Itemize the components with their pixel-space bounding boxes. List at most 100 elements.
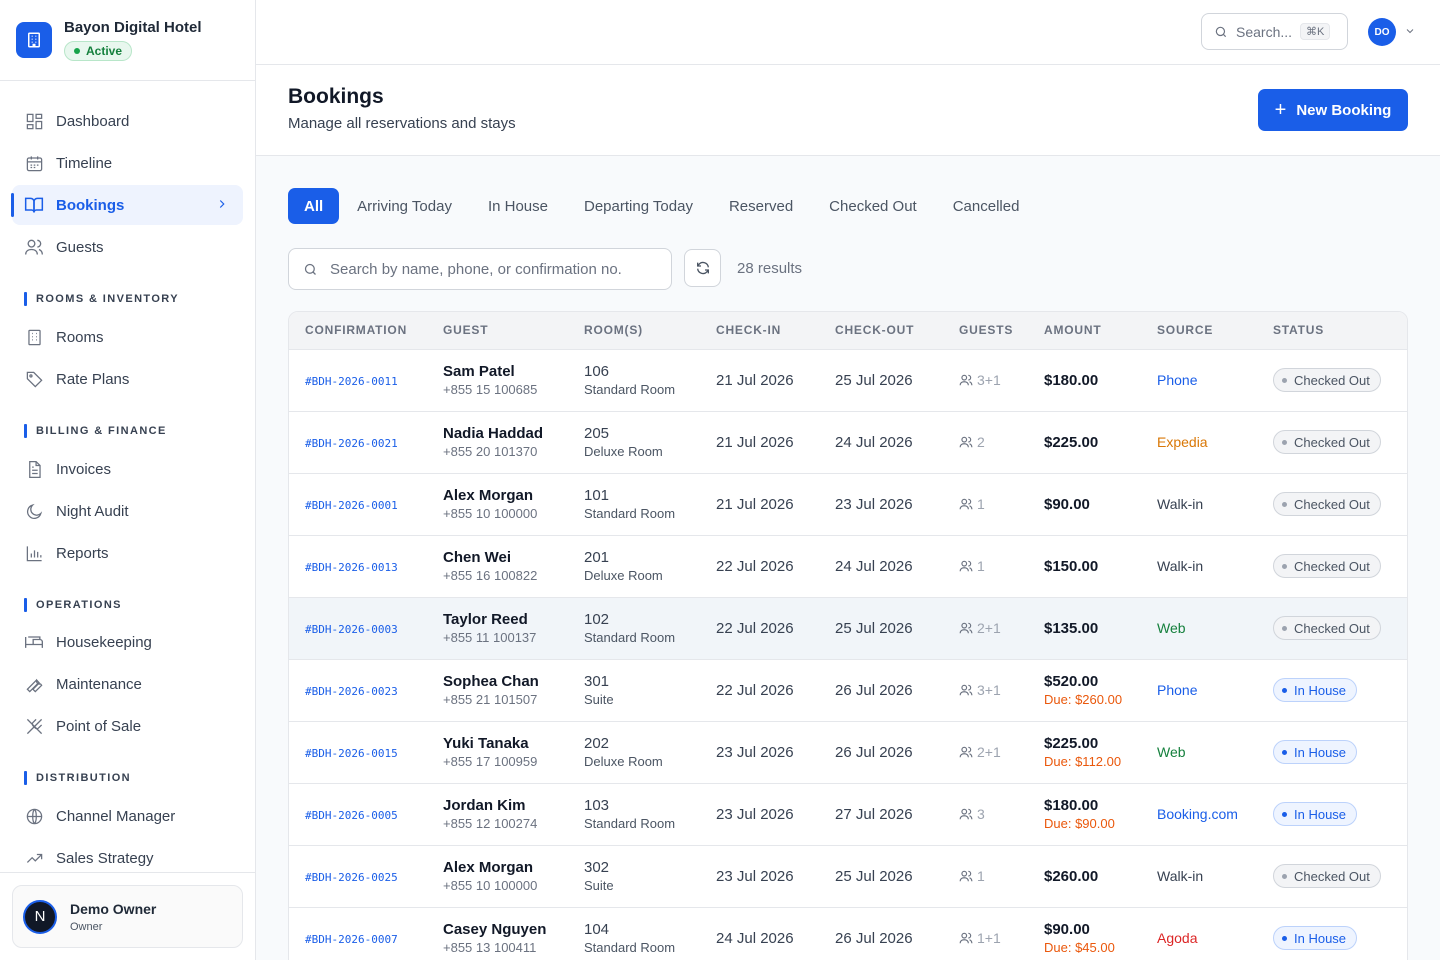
column-header[interactable]: STATUS [1257, 312, 1407, 350]
column-header[interactable]: CONFIRMATION [289, 312, 427, 350]
hotel-building-icon[interactable] [16, 22, 52, 58]
booking-search-input[interactable] [330, 260, 650, 278]
column-header[interactable]: AMOUNT [1028, 312, 1141, 350]
confirmation-link[interactable]: #BDH-2026-0021 [305, 436, 398, 450]
tab-cancelled[interactable]: Cancelled [952, 197, 1020, 215]
status-label: Checked Out [1294, 372, 1370, 388]
sidebar-item-housekeeping[interactable]: Housekeeping [12, 622, 243, 662]
tab-arriving-today[interactable]: Arriving Today [357, 197, 452, 215]
table-row[interactable]: #BDH-2026-0007 Casey Nguyen +855 13 100411… [289, 907, 1407, 960]
checkout-cell: 25 Jul 2026 [835, 867, 913, 885]
chevron-down-icon[interactable] [1404, 24, 1416, 42]
new-booking-button[interactable]: + New Booking [1258, 89, 1408, 131]
table-body: #BDH-2026-0011 Sam Patel +855 15 100685 106… [289, 349, 1407, 960]
status-label: Checked Out [1294, 434, 1370, 450]
confirmation-cell: #BDH-2026-0005 [289, 783, 427, 845]
user-card[interactable]: N Demo Owner Owner [12, 885, 243, 948]
confirmation-cell: #BDH-2026-0013 [289, 535, 427, 597]
user-avatar-button[interactable]: DO [1368, 18, 1396, 46]
refresh-button[interactable] [684, 249, 721, 287]
source-cell: Agoda [1141, 907, 1257, 960]
sidebar-item-channel-manager[interactable]: Channel Manager [12, 796, 243, 836]
table-row[interactable]: #BDH-2026-0005 Jordan Kim +855 12 100274 10… [289, 783, 1407, 845]
sidebar-item-dashboard[interactable]: Dashboard [12, 101, 243, 141]
global-search-button[interactable]: Search... ⌘K [1201, 13, 1348, 50]
status-badge: Checked Out [1273, 554, 1381, 578]
confirmation-link[interactable]: #BDH-2026-0007 [305, 932, 398, 946]
tab-reserved[interactable]: Reserved [728, 197, 794, 215]
table-row[interactable]: #BDH-2026-0001 Alex Morgan +855 10 100000 1… [289, 473, 1407, 535]
tab-departing-today[interactable]: Departing Today [584, 197, 693, 215]
table-row[interactable]: #BDH-2026-0011 Sam Patel +855 15 100685 106… [289, 349, 1407, 411]
sidebar-item-reports[interactable]: Reports [12, 533, 243, 573]
amount-due: Due: $45.00 [1044, 940, 1115, 955]
room-type: Standard Room [584, 382, 676, 397]
refresh-icon [696, 261, 709, 275]
confirmation-link[interactable]: #BDH-2026-0015 [305, 746, 398, 760]
guest-count: 2+1 [977, 744, 1001, 760]
checkout-cell: 24 Jul 2026 [835, 433, 913, 451]
checkout-cell: 26 Jul 2026 [835, 681, 913, 699]
tab-all[interactable]: All [288, 188, 340, 224]
tab-checked-out[interactable]: Checked Out [829, 197, 917, 215]
room-type: Deluxe Room [584, 754, 663, 769]
wrench-icon [24, 674, 44, 694]
source-label: Phone [1157, 681, 1198, 698]
status-tabs: All Arriving Today In House Departing To… [288, 188, 1037, 224]
column-header[interactable]: CHECK-IN [700, 312, 819, 350]
status-badge: In House [1273, 740, 1358, 764]
room-type: Standard Room [584, 940, 676, 955]
sidebar-item-bookings[interactable]: Bookings [11, 185, 243, 225]
checkout-cell: 25 Jul 2026 [835, 371, 913, 389]
table-row[interactable]: #BDH-2026-0023 Sophea Chan +855 21 101507 3… [289, 659, 1407, 721]
confirmation-link[interactable]: #BDH-2026-0003 [305, 622, 398, 636]
table-row[interactable]: #BDH-2026-0003 Taylor Reed +855 11 100137 1… [289, 597, 1407, 659]
status-cell: In House [1257, 783, 1407, 845]
confirmation-link[interactable]: #BDH-2026-0005 [305, 808, 398, 822]
sidebar-item-rate-plans[interactable]: Rate Plans [12, 359, 243, 399]
sidebar-item-label: Timeline [56, 154, 113, 172]
table-row[interactable]: #BDH-2026-0025 Alex Morgan +855 10 100000 3… [289, 845, 1407, 907]
guest-phone: +855 10 100000 [443, 878, 538, 893]
sidebar-item-point-of-sale[interactable]: Point of Sale [12, 706, 243, 746]
amount-cell: $180.00 Due: $90.00 [1028, 783, 1141, 845]
column-header[interactable]: SOURCE [1141, 312, 1257, 350]
table-row[interactable]: #BDH-2026-0015 Yuki Tanaka +855 17 100959 2… [289, 721, 1407, 783]
column-header[interactable]: CHECK-OUT [819, 312, 943, 350]
sidebar-item-label: Rate Plans [56, 370, 130, 388]
page-header: Bookings Manage all reservations and sta… [256, 65, 1440, 156]
status-label: In House [1294, 682, 1347, 698]
guest-phone: +855 20 101370 [443, 444, 538, 459]
table-row[interactable]: #BDH-2026-0021 Nadia Haddad +855 20 101370… [289, 411, 1407, 473]
users-icon [959, 498, 973, 510]
sidebar-item-night-audit[interactable]: Night Audit [12, 491, 243, 531]
sidebar-item-sales-strategy[interactable]: Sales Strategy [12, 838, 243, 878]
sidebar-item-label: Channel Manager [56, 807, 176, 825]
sidebar-item-guests[interactable]: Guests [12, 227, 243, 267]
column-header[interactable]: ROOM(S) [568, 312, 700, 350]
status-dot [1282, 687, 1287, 693]
column-header[interactable]: GUEST [427, 312, 568, 350]
column-header[interactable]: GUESTS [943, 312, 1028, 350]
sidebar-item-maintenance[interactable]: Maintenance [12, 664, 243, 704]
confirmation-link[interactable]: #BDH-2026-0011 [305, 374, 398, 388]
source-cell: Phone [1141, 659, 1257, 721]
amount-value: $260.00 [1044, 867, 1099, 885]
status-dot [1282, 749, 1287, 755]
sidebar-item-invoices[interactable]: Invoices [12, 449, 243, 489]
confirmation-link[interactable]: #BDH-2026-0013 [305, 560, 398, 574]
confirmation-link[interactable]: #BDH-2026-0025 [305, 870, 398, 884]
amount-value: $225.00 [1044, 433, 1099, 451]
sidebar-item-timeline[interactable]: Timeline [12, 143, 243, 183]
amount-due: Due: $260.00 [1044, 692, 1123, 707]
user-name: Demo Owner [70, 900, 157, 917]
status-cell: Checked Out [1257, 845, 1407, 907]
sidebar-item-rooms[interactable]: Rooms [12, 317, 243, 357]
confirmation-link[interactable]: #BDH-2026-0023 [305, 684, 398, 698]
status-dot [1282, 439, 1287, 445]
section-label-rooms: ROOMS & INVENTORY [24, 292, 179, 306]
room-cell: 301 Suite [568, 659, 700, 721]
table-row[interactable]: #BDH-2026-0013 Chen Wei +855 16 100822 201 D… [289, 535, 1407, 597]
confirmation-link[interactable]: #BDH-2026-0001 [305, 498, 398, 512]
tab-in-house[interactable]: In House [487, 197, 548, 215]
